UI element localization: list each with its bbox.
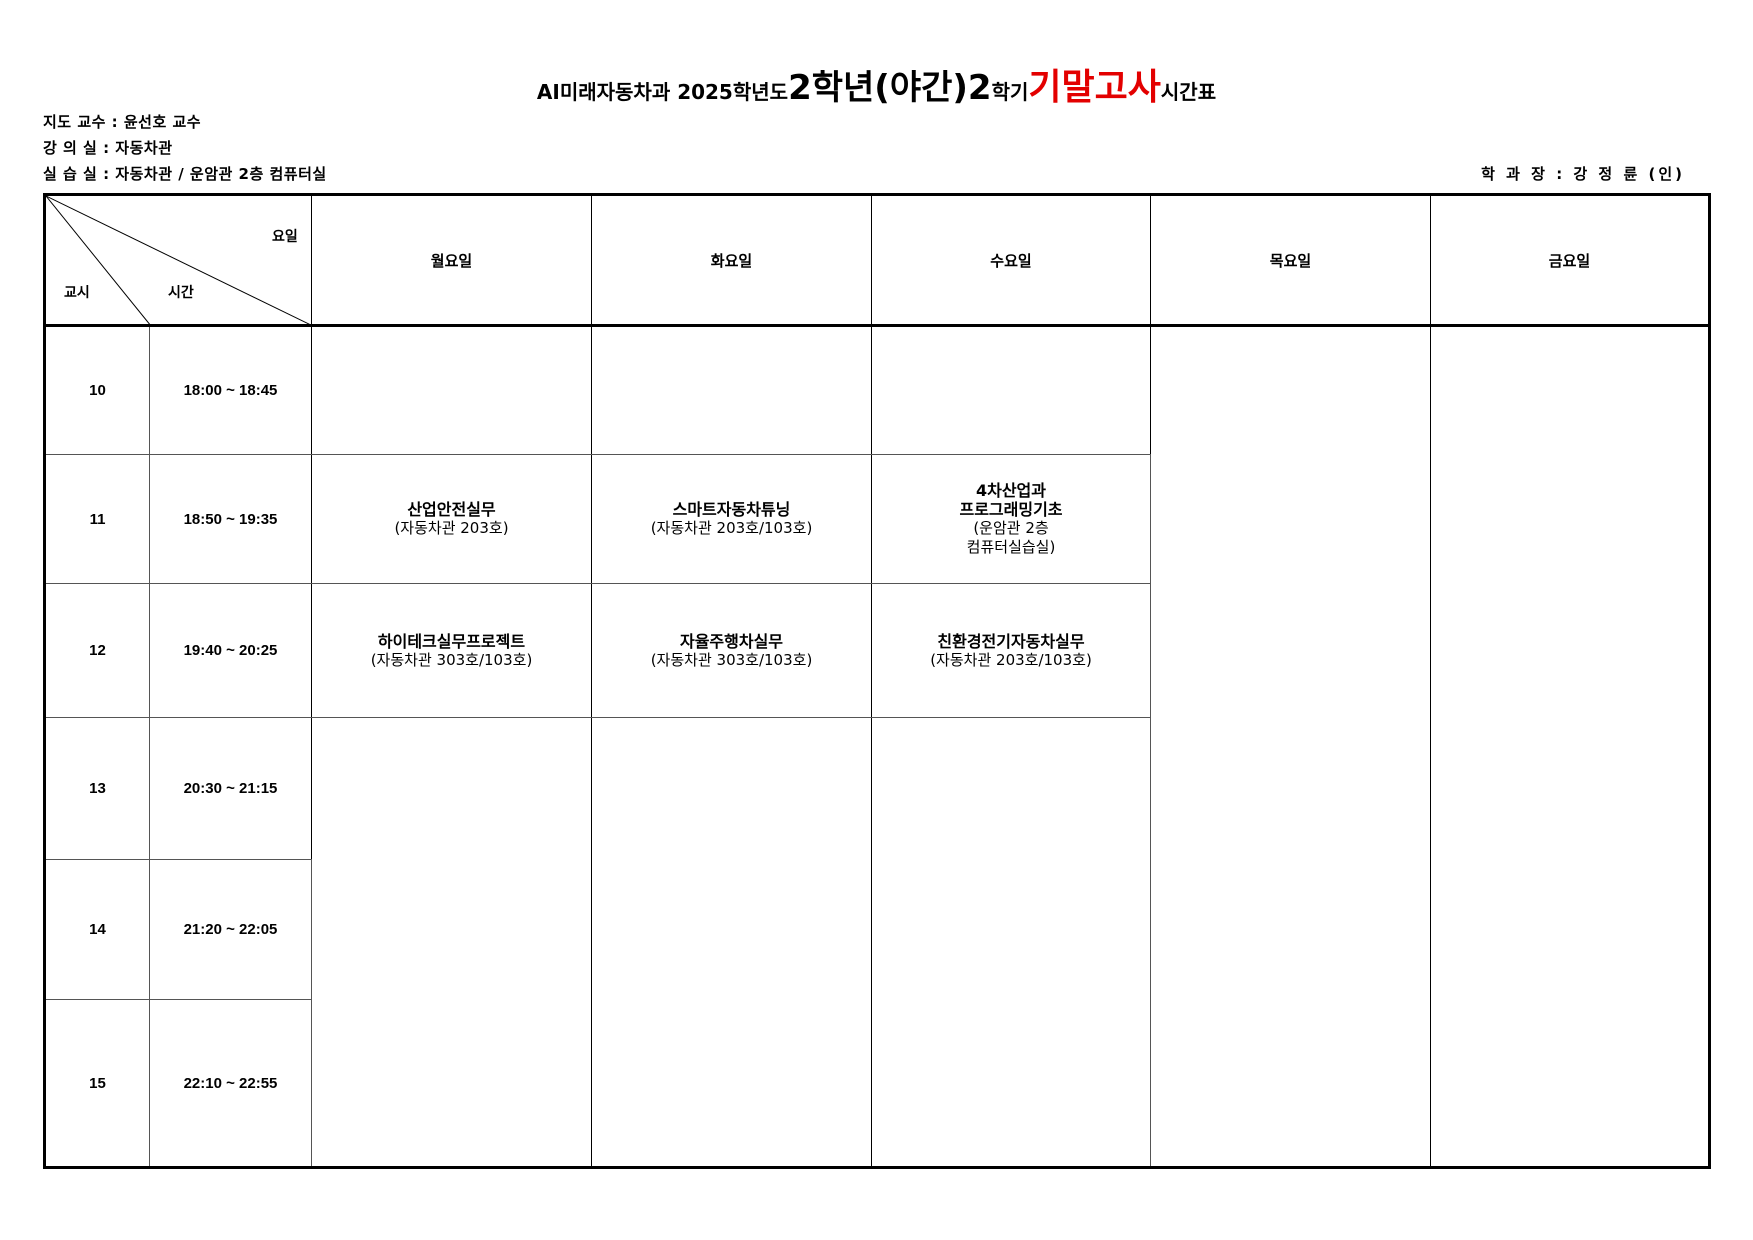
title-exam: 기말고사 [1028, 67, 1161, 108]
period-time: 19:40 ~ 20:25 [149, 583, 312, 718]
corner-day-label: 요일 [272, 229, 298, 245]
class-cell: 하이테크실무프로젝트 (자동차관 303호/103호) [311, 583, 592, 718]
day-header-fri: 금요일 [1430, 194, 1710, 327]
class-cell: 산업안전실무 (자동차관 203호) [311, 454, 592, 584]
subject: 4차산업과 프로그래밍기초 [959, 481, 1063, 519]
day-header-tue: 화요일 [591, 194, 872, 327]
room: (자동차관 303호/103호) [370, 650, 533, 669]
class-cell: 친환경전기자동차실무 (자동차관 203호/103호) [871, 583, 1151, 718]
day-header-wed: 수요일 [871, 194, 1151, 327]
period-row: 11 18:50 ~ 19:35 산업안전실무 (자동차관 203호) 스마트자동… [44, 454, 1710, 584]
subject: 자율주행차실무 [679, 631, 784, 651]
class-cell-empty [591, 717, 872, 1168]
period-number: 12 [44, 583, 150, 718]
diagonal-lines [46, 196, 313, 326]
title-department: AI미래자동차과 2025학년도 [536, 80, 789, 104]
subject: 하이테크실무프로젝트 [377, 631, 526, 651]
corner-period-label: 교시 [64, 285, 90, 301]
period-time: 20:30 ~ 21:15 [149, 717, 312, 860]
department-head: 학 과 장 : 강 정 륜 (인) [1481, 165, 1685, 183]
subject: 친환경전기자동차실무 [937, 631, 1085, 651]
title-grade: 2학년(야간) [788, 68, 968, 108]
period-number: 15 [44, 999, 150, 1168]
room: (자동차관 303호/103호) [650, 650, 813, 669]
title-suffix: 시간표 [1160, 80, 1217, 104]
class-cell-empty [871, 717, 1151, 1168]
period-number: 14 [44, 859, 150, 1000]
period-number: 11 [44, 454, 150, 584]
period-row: 14 21:20 ~ 22:05 [44, 859, 1710, 1000]
period-time: 22:10 ~ 22:55 [149, 999, 312, 1168]
thursday-column [1150, 325, 1431, 1168]
header-row: 요일 교시 시간 월요일 화요일 수요일 목요일 금요일 [44, 194, 1710, 327]
period-row: 12 19:40 ~ 20:25 하이테크실무프로젝트 (자동차관 303호/10… [44, 583, 1710, 718]
corner-time-label: 시간 [168, 285, 194, 301]
period-number: 13 [44, 717, 150, 860]
class-cell-empty [871, 325, 1151, 455]
period-number: 10 [44, 325, 150, 455]
period-row: 10 18:00 ~ 18:45 [44, 325, 1710, 1168]
friday-column [1430, 325, 1710, 1168]
period-row: 15 22:10 ~ 22:55 [44, 999, 1710, 1168]
corner-cell: 요일 교시 시간 [44, 194, 313, 327]
day-header-thu: 목요일 [1150, 194, 1431, 327]
class-cell: 스마트자동차튜닝 (자동차관 203호/103호) [591, 454, 872, 584]
timetable: 요일 교시 시간 월요일 화요일 수요일 목요일 금요일 10 18:00 ~ … [43, 193, 1711, 1169]
title-semester-num: 2 [967, 68, 992, 108]
subject: 산업안전실무 [407, 500, 496, 519]
class-cell: 자율주행차실무 (자동차관 303호/103호) [591, 583, 872, 718]
period-time: 18:50 ~ 19:35 [149, 454, 312, 584]
room: (자동차관 203호/103호) [650, 519, 813, 537]
lab-room-info: 실 습 실 : 자동차관 / 운암관 2층 컴퓨터실 [43, 165, 327, 183]
lecture-room-info: 강 의 실 : 자동차관 [43, 139, 173, 157]
day-header-mon: 월요일 [311, 194, 592, 327]
period-row: 13 20:30 ~ 21:15 [44, 717, 1710, 1168]
subject: 스마트자동차튜닝 [672, 500, 791, 519]
title-semester: 학기 [991, 80, 1029, 104]
room: (자동차관 203호/103호) [930, 650, 1092, 669]
room: (자동차관 203호) [394, 519, 509, 537]
room: (운암관 2층 컴퓨터실습실) [966, 519, 1056, 556]
period-time: 18:00 ~ 18:45 [149, 325, 312, 455]
class-cell-empty [311, 325, 592, 455]
page-title: AI미래자동차과 2025학년도 2학년(야간) 2학기 기말고사 시간표 [0, 58, 1753, 110]
class-cell-empty [311, 717, 592, 1168]
class-cell: 4차산업과 프로그래밍기초 (운암관 2층 컴퓨터실습실) [871, 454, 1151, 584]
class-cell-empty [591, 325, 872, 455]
period-time: 21:20 ~ 22:05 [149, 859, 312, 1000]
advisor-info: 지도 교수 : 윤선호 교수 [43, 113, 202, 131]
